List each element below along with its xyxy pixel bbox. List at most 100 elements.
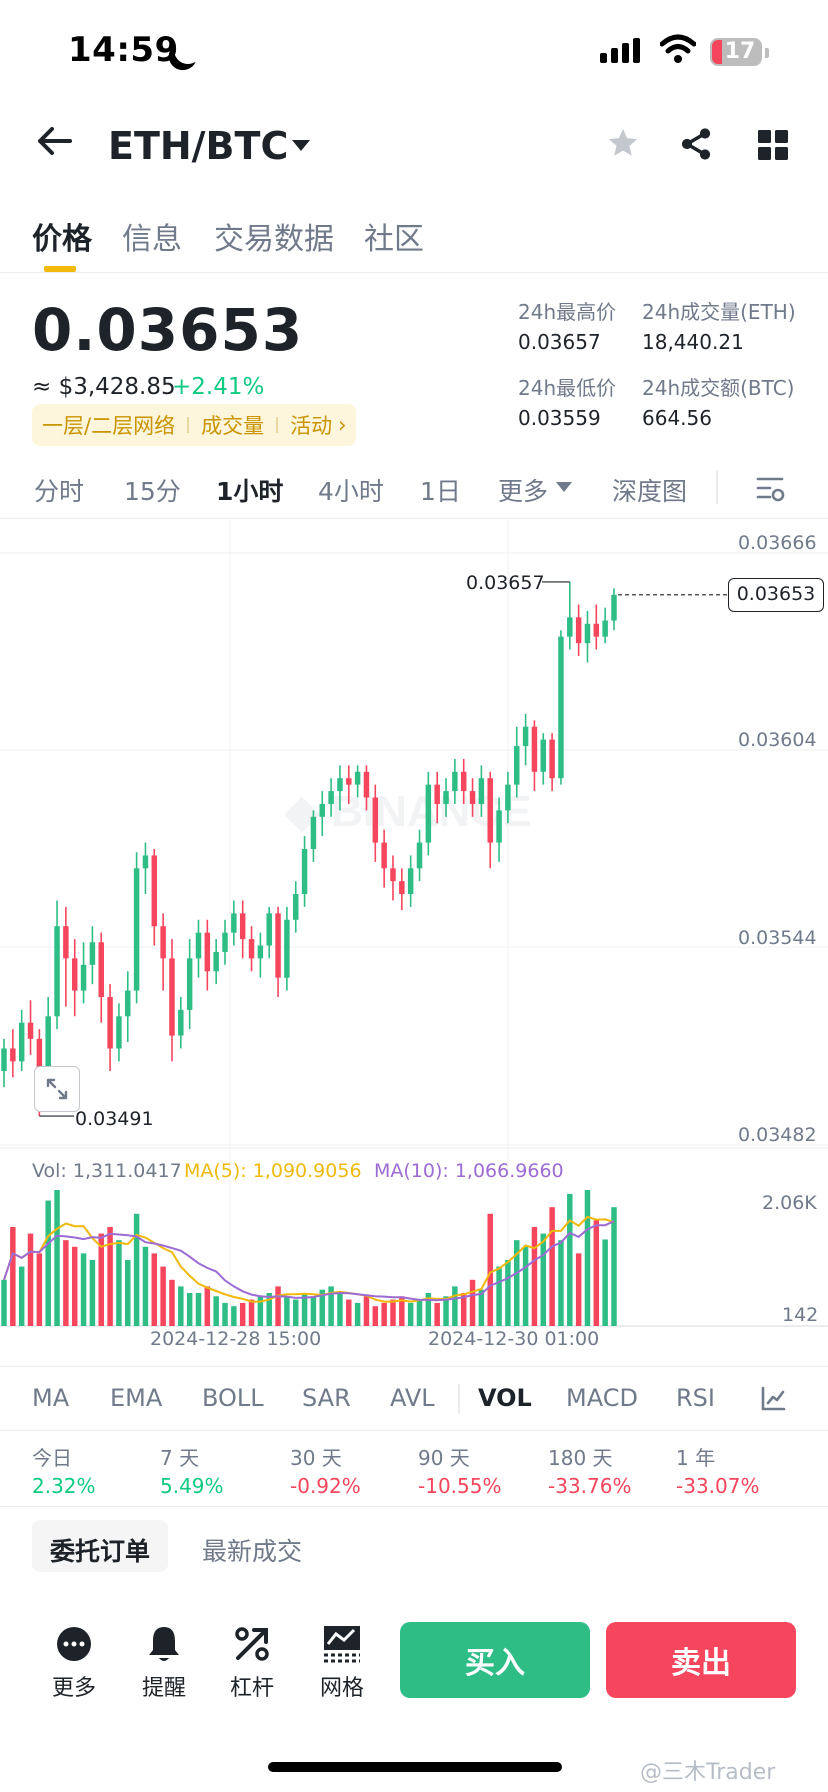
status-time: 14:59: [68, 30, 179, 70]
volume-bar: [602, 1239, 608, 1326]
candle-body: [425, 784, 432, 843]
interval-15m[interactable]: 15分: [124, 477, 181, 506]
more-label[interactable]: 更多: [51, 1676, 96, 1701]
volume-tick: 2.06K: [762, 1192, 817, 1214]
volume-bar: [142, 1246, 149, 1326]
grid-trading-icon[interactable]: [320, 1622, 364, 1666]
perf-label: 7 天: [160, 1446, 200, 1470]
chevron-right-icon: ›: [338, 413, 347, 437]
stat-vol-btc-label: 24h成交额(BTC): [642, 376, 795, 400]
volume-bar: [514, 1240, 520, 1326]
alert-label[interactable]: 提醒: [141, 1676, 186, 1701]
volume-bar: [10, 1226, 16, 1326]
tab-info[interactable]: 信息: [122, 222, 182, 257]
interval-timeline[interactable]: 分时: [34, 477, 85, 506]
tab-community[interactable]: 社区: [364, 222, 424, 257]
candle-body: [89, 942, 96, 965]
volume-bar: [231, 1306, 237, 1326]
candle-body: [319, 803, 326, 817]
indicator-avl[interactable]: AVL: [390, 1384, 435, 1412]
bell-icon[interactable]: [142, 1622, 186, 1666]
tag-activity[interactable]: 活动: [290, 414, 333, 438]
candle-body: [266, 913, 272, 946]
favorite-star-icon[interactable]: [606, 126, 640, 160]
candle-body: [186, 958, 193, 1010]
candle-body: [469, 791, 476, 804]
indicator-vol[interactable]: VOL: [478, 1384, 532, 1412]
tab-order-book[interactable]: 委托订单: [50, 1537, 151, 1566]
last-price-tag: 0.03653: [728, 578, 824, 612]
candle-body: [372, 797, 379, 843]
more-icon[interactable]: [52, 1622, 96, 1666]
home-indicator[interactable]: [268, 1762, 562, 1772]
category-tags[interactable]: 一层/二层网络 成交量 活动 ›: [32, 404, 357, 446]
depth-chart-tab[interactable]: 深度图: [612, 477, 688, 506]
candle-body: [63, 926, 69, 959]
price-chart[interactable]: ◆ BINANCE: [0, 518, 828, 1336]
fullscreen-button[interactable]: [34, 1066, 80, 1112]
grid-label[interactable]: 网格: [319, 1676, 364, 1701]
indicator-boll[interactable]: BOLL: [202, 1384, 264, 1412]
indicator-ma[interactable]: MA: [32, 1384, 70, 1412]
volume-bar: [460, 1292, 467, 1326]
volume-bar: [195, 1292, 202, 1326]
indicator-macd[interactable]: MACD: [566, 1384, 638, 1412]
stat-vol-eth-label: 24h成交量(ETH): [642, 300, 796, 324]
volume-bar: [125, 1259, 131, 1326]
volume-bar: [133, 1213, 140, 1326]
volume-bar: [452, 1286, 458, 1326]
volume-bar: [284, 1296, 290, 1326]
sell-button[interactable]: 卖出: [606, 1622, 796, 1698]
chart-settings-icon[interactable]: [756, 474, 786, 504]
candle-body: [434, 784, 440, 804]
interval-more[interactable]: 更多: [498, 477, 549, 506]
tab-trading-data[interactable]: 交易数据: [214, 222, 334, 257]
candle-body: [549, 739, 555, 779]
battery-level: [712, 40, 722, 64]
candle-body: [301, 849, 308, 895]
volume-bar: [363, 1296, 370, 1326]
stat-vol-eth-value: 18,440.21: [642, 330, 744, 354]
volume-bar: [292, 1299, 299, 1326]
indicator-rsi[interactable]: RSI: [676, 1384, 715, 1412]
interval-divider: [0, 518, 828, 519]
share-icon[interactable]: [678, 126, 714, 162]
indicator-settings-icon[interactable]: [760, 1386, 786, 1412]
pair-selector[interactable]: ETH/BTC: [108, 124, 289, 168]
tag-layer-network[interactable]: 一层/二层网络: [42, 414, 176, 438]
tag-volume[interactable]: 成交量: [201, 414, 265, 438]
indicator-sar[interactable]: SAR: [302, 1384, 351, 1412]
volume-bar: [434, 1302, 440, 1326]
leverage-icon[interactable]: [230, 1622, 274, 1666]
volume-bar: [611, 1207, 617, 1326]
tab-price[interactable]: 价格: [32, 222, 92, 257]
interval-4h[interactable]: 4小时: [318, 477, 384, 506]
candle-body: [328, 791, 334, 804]
candle-body: [399, 881, 405, 895]
battery-text: 17: [724, 39, 756, 64]
grid-menu-icon[interactable]: [758, 130, 788, 160]
volume-bar: [354, 1302, 361, 1326]
back-arrow-icon[interactable]: [36, 126, 72, 156]
indicator-ema[interactable]: EMA: [110, 1384, 163, 1412]
interval-1h[interactable]: 1小时: [216, 477, 284, 506]
candle-body: [611, 594, 617, 621]
interval-1d[interactable]: 1日: [420, 477, 461, 506]
perf-value: -33.07%: [676, 1474, 760, 1498]
low-marker-label: 0.03491: [75, 1108, 154, 1130]
chevron-down-icon[interactable]: [292, 140, 310, 151]
high-marker-label: 0.03657: [466, 572, 545, 594]
tag-separator: [276, 417, 279, 433]
price-change: +2.41%: [172, 374, 265, 400]
tab-recent-trades[interactable]: 最新成交: [202, 1537, 303, 1566]
buy-button[interactable]: 买入: [400, 1622, 590, 1698]
perf-label: 今日: [32, 1446, 72, 1470]
candle-body: [346, 778, 352, 785]
x-tick: 2024-12-28 15:00: [150, 1328, 322, 1350]
candle-body: [142, 855, 149, 869]
ma5-line: [3, 1215, 615, 1303]
x-tick: 2024-12-30 01:00: [428, 1328, 600, 1350]
signal-icon: [600, 38, 640, 63]
leverage-label[interactable]: 杠杆: [229, 1676, 274, 1701]
y-tick: 0.03666: [738, 532, 817, 554]
